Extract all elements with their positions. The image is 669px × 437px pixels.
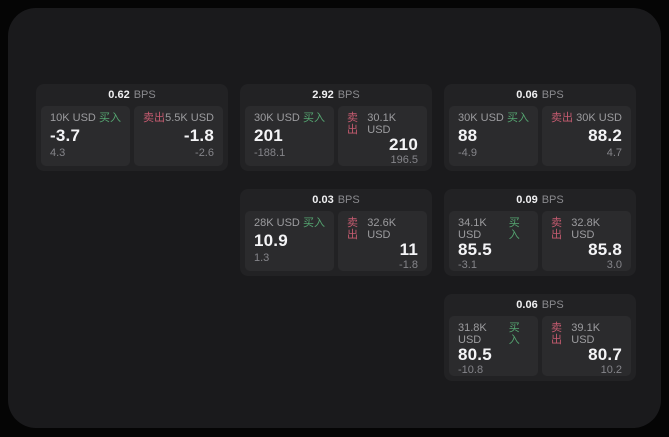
bps-value: 0.09: [516, 194, 538, 206]
buy-sell-panels: 30K USD 买入 201 -188.1 卖出 30.1K USD 210 1…: [240, 106, 432, 166]
buy-amount: 31.8K USD: [458, 322, 487, 346]
quote-card: 0.62 BPS 10K USD 买入 -3.7 4.3 卖出 5.5K USD…: [36, 84, 228, 171]
buy-price: 10.9: [254, 230, 288, 250]
sell-label: 卖出: [551, 322, 562, 346]
card-header: 0.06 BPS: [444, 294, 636, 316]
buy-sell-panels: 30K USD 买入 88 -4.9 卖出 30K USD 88.2 4.7: [444, 106, 636, 166]
buy-panel[interactable]: 30K USD 买入 201 -188.1: [245, 106, 334, 166]
sell-label: 卖出: [347, 217, 358, 241]
bps-unit-label: BPS: [337, 89, 360, 101]
buy-label: 买入: [508, 322, 520, 346]
quote-card: 0.06 BPS 30K USD 买入 88 -4.9 卖出 30K USD 8…: [444, 84, 636, 171]
sell-panel[interactable]: 卖出 39.1K USD 80.7 10.2: [542, 316, 631, 376]
card-header: 0.03 BPS: [240, 189, 432, 211]
buy-amount: 34.1K USD: [458, 217, 487, 241]
buy-sell-panels: 28K USD 买入 10.9 1.3 卖出 32.6K USD 11 -1.8: [240, 211, 432, 271]
card-header: 2.92 BPS: [240, 84, 432, 106]
sell-panel[interactable]: 卖出 32.8K USD 85.8 3.0: [542, 211, 631, 271]
quote-card: 0.09 BPS 34.1K USD 买入 85.5 -3.1 卖出 32.8K…: [444, 189, 636, 276]
sell-label: 卖出: [551, 112, 573, 124]
sell-label: 卖出: [143, 112, 165, 124]
buy-price: 85.5: [458, 240, 492, 259]
buy-price: 80.5: [458, 345, 492, 364]
buy-panel[interactable]: 30K USD 买入 88 -4.9: [449, 106, 538, 166]
buy-label: 买入: [508, 217, 520, 241]
buy-price: 201: [254, 125, 283, 145]
buy-amount: 10K USD: [50, 112, 96, 124]
buy-amount: 30K USD: [458, 112, 504, 124]
buy-amount: 28K USD: [254, 217, 300, 229]
buy-change: 4.3: [50, 147, 66, 159]
buy-price: -3.7: [50, 125, 81, 145]
buy-change: -188.1: [254, 147, 286, 159]
trading-dashboard-page: 0.62 BPS 10K USD 买入 -3.7 4.3 卖出 5.5K USD…: [8, 8, 661, 428]
sell-change: 3.0: [606, 259, 622, 271]
sell-price: 210: [389, 135, 418, 154]
buy-label: 买入: [303, 217, 325, 229]
quote-card: 2.92 BPS 30K USD 买入 201 -188.1 卖出 30.1K …: [240, 84, 432, 171]
bps-value: 0.06: [516, 299, 538, 311]
sell-panel[interactable]: 卖出 30.1K USD 210 196.5: [338, 106, 427, 166]
buy-panel[interactable]: 10K USD 买入 -3.7 4.3: [41, 106, 130, 166]
sell-change: 4.7: [606, 147, 622, 159]
buy-label: 买入: [99, 112, 121, 124]
bps-unit-label: BPS: [541, 89, 564, 101]
sell-price: 80.7: [588, 345, 622, 364]
sell-panel[interactable]: 卖出 30K USD 88.2 4.7: [542, 106, 631, 166]
buy-amount: 30K USD: [254, 112, 300, 124]
sell-change: 10.2: [600, 364, 622, 376]
sell-price: 88.2: [588, 125, 622, 145]
sell-label: 卖出: [347, 112, 358, 136]
bps-value: 0.03: [312, 194, 334, 206]
bps-unit-label: BPS: [541, 194, 564, 206]
bps-value: 2.92: [312, 89, 334, 101]
sell-price: -1.8: [183, 125, 214, 145]
buy-panel[interactable]: 31.8K USD 买入 80.5 -10.8: [449, 316, 538, 376]
buy-panel[interactable]: 34.1K USD 买入 85.5 -3.1: [449, 211, 538, 271]
sell-change: 196.5: [390, 154, 418, 166]
sell-price: 85.8: [588, 240, 622, 259]
buy-sell-panels: 31.8K USD 买入 80.5 -10.8 卖出 39.1K USD 80.…: [444, 316, 636, 376]
buy-change: -10.8: [458, 364, 484, 376]
buy-change: -4.9: [458, 147, 477, 159]
card-header: 0.06 BPS: [444, 84, 636, 106]
sell-amount: 32.6K USD: [367, 217, 397, 241]
sell-amount: 30.1K USD: [367, 112, 397, 136]
sell-label: 卖出: [551, 217, 562, 241]
buy-sell-panels: 34.1K USD 买入 85.5 -3.1 卖出 32.8K USD 85.8…: [444, 211, 636, 271]
sell-amount: 30K USD: [576, 112, 622, 124]
buy-label: 买入: [303, 112, 325, 124]
sell-panel[interactable]: 卖出 32.6K USD 11 -1.8: [338, 211, 427, 271]
sell-amount: 39.1K USD: [571, 322, 601, 346]
card-header: 0.09 BPS: [444, 189, 636, 211]
quote-card: 0.06 BPS 31.8K USD 买入 80.5 -10.8 卖出 39.1…: [444, 294, 636, 381]
sell-amount: 5.5K USD: [165, 112, 214, 124]
bps-value: 0.06: [516, 89, 538, 101]
bps-unit-label: BPS: [337, 194, 360, 206]
buy-price: 88: [458, 125, 478, 145]
quote-card: 0.03 BPS 28K USD 买入 10.9 1.3 卖出 32.6K US…: [240, 189, 432, 276]
buy-change: -3.1: [458, 259, 477, 271]
sell-change: -1.8: [399, 259, 418, 271]
bps-unit-label: BPS: [541, 299, 564, 311]
card-header: 0.62 BPS: [36, 84, 228, 106]
bps-unit-label: BPS: [133, 89, 156, 101]
buy-change: 1.3: [254, 252, 270, 264]
sell-change: -2.6: [195, 147, 214, 159]
sell-amount: 32.8K USD: [571, 217, 601, 241]
sell-price: 11: [399, 240, 418, 259]
buy-panel[interactable]: 28K USD 买入 10.9 1.3: [245, 211, 334, 271]
bps-value: 0.62: [108, 89, 130, 101]
sell-panel[interactable]: 卖出 5.5K USD -1.8 -2.6: [134, 106, 223, 166]
buy-sell-panels: 10K USD 买入 -3.7 4.3 卖出 5.5K USD -1.8 -2.…: [36, 106, 228, 166]
buy-label: 买入: [507, 112, 529, 124]
